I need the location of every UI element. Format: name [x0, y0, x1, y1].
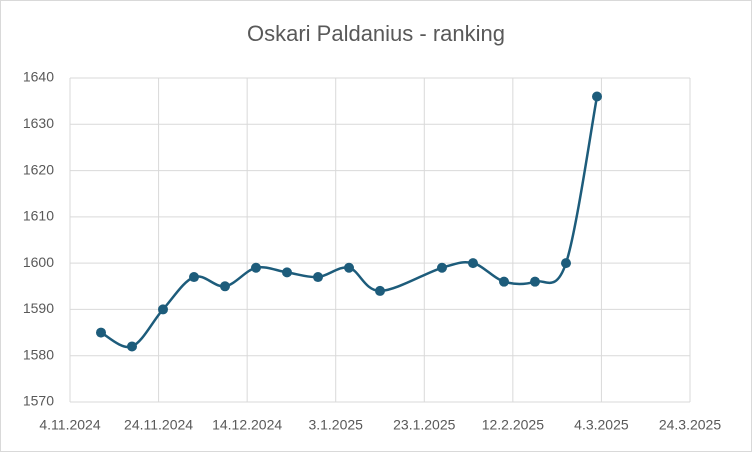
y-tick-label: 1630: [23, 115, 54, 131]
x-tick-label: 12.2.2025: [482, 417, 544, 433]
marker: [375, 285, 385, 296]
x-tick-label: 23.1.2025: [393, 417, 455, 433]
marker: [282, 267, 292, 278]
marker: [592, 91, 602, 102]
x-tick-label: 4.3.2025: [574, 417, 629, 433]
y-tick-label: 1580: [23, 346, 54, 362]
x-tick-label: 24.3.2025: [659, 417, 721, 433]
marker: [96, 327, 106, 338]
y-tick-label: 1610: [23, 208, 54, 224]
marker: [220, 281, 230, 292]
x-tick-label: 24.11.2024: [124, 417, 193, 433]
y-tick-label: 1570: [23, 393, 54, 409]
marker: [251, 262, 261, 273]
marker: [561, 258, 571, 269]
chart-title: Oskari Paldanius - ranking: [247, 21, 505, 46]
marker: [127, 341, 137, 352]
y-tick-label: 1600: [23, 254, 54, 270]
marker: [499, 276, 509, 287]
x-tick-label: 4.11.2024: [39, 417, 100, 433]
marker: [437, 262, 447, 273]
marker: [313, 272, 323, 283]
y-tick-label: 1640: [23, 69, 54, 85]
y-tick-label: 1590: [23, 300, 54, 316]
marker: [344, 262, 354, 273]
marker: [189, 272, 199, 283]
marker: [530, 276, 540, 287]
y-tick-label: 1620: [23, 161, 54, 177]
x-tick-label: 14.12.2024: [212, 417, 282, 433]
marker: [468, 258, 478, 269]
marker: [158, 304, 168, 315]
x-tick-label: 3.1.2025: [308, 417, 363, 433]
